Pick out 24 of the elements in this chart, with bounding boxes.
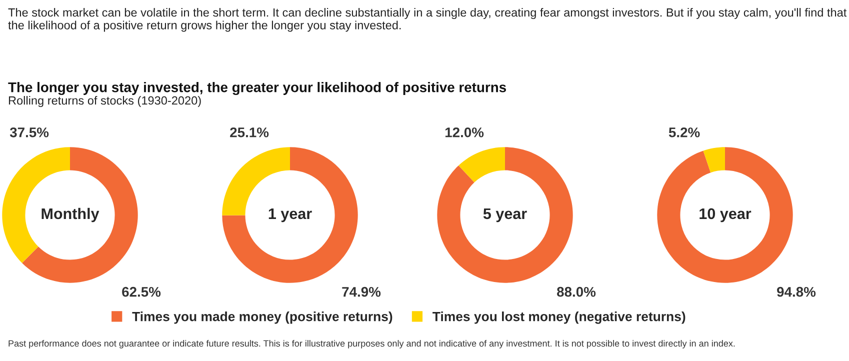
text: The longer you stay invested, the greater your likelihood of positive returns: [8, 82, 506, 96]
legend-label: Times you lost money (negative returns): [432, 312, 686, 324]
text: 5 year: [483, 208, 527, 222]
text: Past performance does not guarantee or indicate future results. This is for illustrative purposes only and not indicative of any investment. It is not possible to invest directly in an index.: [8, 340, 735, 348]
text: Rolling returns of stocks (1930-2020): [8, 96, 201, 108]
text: 1 year: [268, 208, 312, 222]
legend-label: Times you made money (positive returns): [132, 312, 392, 324]
donut-slice: [222, 147, 358, 283]
donut-slice: [458, 147, 505, 182]
data-label: 62.5%: [122, 286, 161, 297]
text: 10 year: [700, 208, 752, 222]
data-label: 94.8%: [777, 286, 816, 297]
donut-slice: [657, 147, 793, 283]
donut-slice: [22, 147, 138, 283]
text: The stock market can be volatile in the short term. It can decline substantially in a single day, creating fear amongst investors. But if you stay calm, you'll find that the likelihood of a positive return grows higher the longer you stay invested.: [8, 8, 847, 32]
data-label: 74.9%: [342, 286, 381, 297]
data-label: 12.0%: [445, 127, 484, 138]
data-label: 25.1%: [230, 127, 269, 138]
text: Monthly: [42, 208, 100, 222]
data-label: 5.2%: [668, 127, 700, 138]
data-label: 37.5%: [10, 127, 49, 138]
data-label: 88.0%: [557, 286, 596, 297]
donut-slice: [437, 147, 573, 283]
donut-slice: [703, 147, 725, 173]
